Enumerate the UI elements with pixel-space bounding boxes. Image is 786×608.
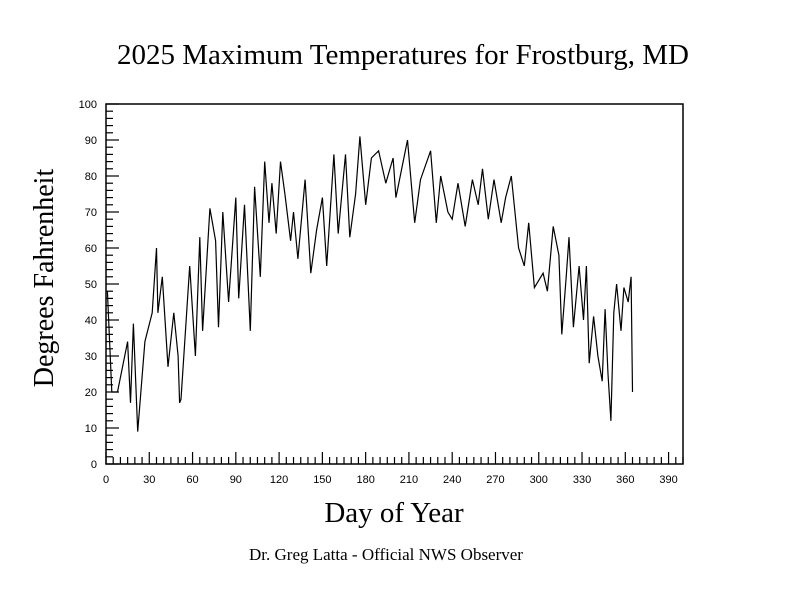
y-axis-label: Degrees Fahrenheit [29, 169, 60, 388]
x-tick-label: 270 [486, 474, 504, 486]
x-tick-label: 150 [313, 474, 331, 486]
y-tick-label: 90 [85, 135, 97, 147]
x-tick-label: 390 [659, 474, 677, 486]
x-tick-label: 330 [573, 474, 591, 486]
y-tick-label: 20 [85, 387, 97, 399]
series-line-max-temperature [106, 136, 634, 432]
y-tick-label: 0 [91, 459, 97, 471]
x-tick-label: 240 [443, 474, 461, 486]
x-tick-label: 120 [270, 474, 288, 486]
x-tick-label: 90 [230, 474, 242, 486]
x-axis-label: Day of Year [324, 497, 464, 529]
x-tick-label: 210 [400, 474, 418, 486]
y-tick-label: 50 [85, 279, 97, 291]
x-tick-label: 180 [356, 474, 374, 486]
x-tick-label: 360 [616, 474, 634, 486]
x-tick-label: 30 [143, 474, 155, 486]
y-tick-label: 30 [85, 351, 97, 363]
y-tick-label: 100 [79, 99, 97, 111]
chart-title: 2025 Maximum Temperatures for Frostburg,… [117, 39, 689, 71]
x-tick-label: 300 [530, 474, 548, 486]
y-tick-label: 10 [85, 423, 97, 435]
y-tick-label: 70 [85, 207, 97, 219]
plot-frame [105, 103, 684, 465]
y-tick-label: 40 [85, 315, 97, 327]
y-tick-label: 80 [85, 171, 97, 183]
x-tick-label: 0 [103, 474, 109, 486]
footer-credit: Dr. Greg Latta - Official NWS Observer [249, 545, 523, 564]
y-tick-label: 60 [85, 243, 97, 255]
x-tick-label: 60 [186, 474, 198, 486]
